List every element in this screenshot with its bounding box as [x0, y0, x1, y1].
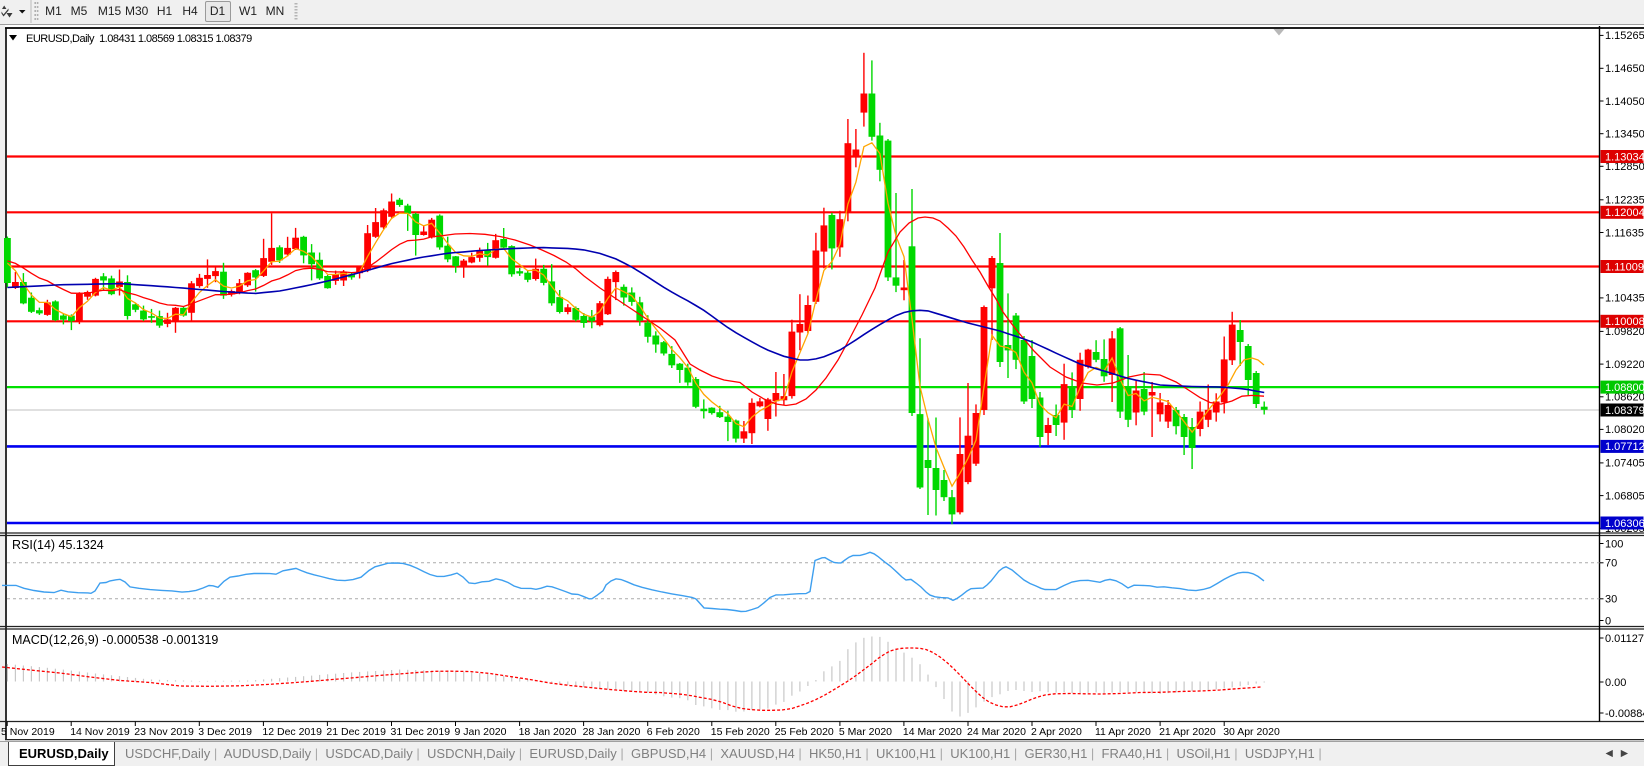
svg-text:2 Apr 2020: 2 Apr 2020	[1031, 726, 1082, 738]
svg-text:31 Dec 2019: 31 Dec 2019	[391, 726, 451, 738]
svg-text:28 Jan 2020: 28 Jan 2020	[583, 726, 641, 738]
svg-text:1.14650: 1.14650	[1605, 63, 1644, 75]
svg-text:1.14050: 1.14050	[1605, 96, 1644, 108]
svg-text:12 Dec 2019: 12 Dec 2019	[262, 726, 322, 738]
svg-text:3 Dec 2019: 3 Dec 2019	[198, 726, 252, 738]
svg-text:1.12004: 1.12004	[1605, 207, 1644, 219]
svg-text:1.13450: 1.13450	[1605, 129, 1644, 141]
svg-text:30: 30	[1605, 594, 1617, 606]
svg-text:1.06306: 1.06306	[1605, 518, 1644, 530]
svg-text:24 Mar 2020: 24 Mar 2020	[967, 726, 1026, 738]
svg-text:11 Apr 2020: 11 Apr 2020	[1095, 726, 1151, 738]
svg-text:9 Jan 2020: 9 Jan 2020	[455, 726, 507, 738]
svg-text:1.13034: 1.13034	[1605, 151, 1644, 163]
svg-text:14 Mar 2020: 14 Mar 2020	[903, 726, 962, 738]
svg-text:-0.008845: -0.008845	[1605, 708, 1644, 720]
svg-text:1.08800: 1.08800	[1605, 382, 1644, 394]
svg-text:1.12850: 1.12850	[1605, 161, 1644, 173]
svg-text:1.11009: 1.11009	[1605, 261, 1644, 273]
svg-text:6 Feb 2020: 6 Feb 2020	[647, 726, 700, 738]
svg-text:1.08379: 1.08379	[1605, 405, 1644, 417]
svg-text:100: 100	[1605, 538, 1623, 550]
svg-text:1.08020: 1.08020	[1605, 424, 1644, 436]
svg-text:0.011277: 0.011277	[1605, 633, 1644, 645]
svg-text:1.08620: 1.08620	[1605, 392, 1644, 404]
svg-text:5 Nov 2019: 5 Nov 2019	[1, 726, 55, 738]
svg-text:1.07405: 1.07405	[1605, 458, 1644, 470]
svg-text:30 Apr 2020: 30 Apr 2020	[1223, 726, 1280, 738]
svg-text:21 Dec 2019: 21 Dec 2019	[326, 726, 386, 738]
svg-text:18 Jan 2020: 18 Jan 2020	[519, 726, 577, 738]
svg-text:1.09220: 1.09220	[1605, 359, 1644, 371]
svg-text:1.06805: 1.06805	[1605, 490, 1644, 502]
svg-text:1.09820: 1.09820	[1605, 326, 1644, 338]
svg-text:25 Feb 2020: 25 Feb 2020	[775, 726, 834, 738]
svg-text:EURUSD,Daily 1.08431 1.08569: EURUSD,Daily 1.08431 1.08569 1.08315 1.0…	[26, 33, 252, 45]
svg-text:1.07712: 1.07712	[1605, 441, 1644, 453]
svg-text:1.15265: 1.15265	[1605, 30, 1644, 42]
svg-text:1.11635: 1.11635	[1605, 227, 1644, 239]
svg-text:1.10435: 1.10435	[1605, 293, 1644, 305]
svg-text:15 Feb 2020: 15 Feb 2020	[711, 726, 770, 738]
svg-text:5 Mar 2020: 5 Mar 2020	[839, 726, 892, 738]
svg-text:23 Nov 2019: 23 Nov 2019	[134, 726, 194, 738]
svg-text:1.10008: 1.10008	[1605, 316, 1644, 328]
svg-text:RSI(14) 45.1324: RSI(14) 45.1324	[12, 538, 104, 552]
svg-text:0: 0	[1605, 615, 1611, 627]
svg-text:14 Nov 2019: 14 Nov 2019	[70, 726, 130, 738]
svg-text:MACD(12,26,9) -0.000538 -0.001: MACD(12,26,9) -0.000538 -0.001319	[12, 633, 218, 647]
svg-text:1.12235: 1.12235	[1605, 195, 1644, 207]
svg-text:0.00: 0.00	[1605, 677, 1626, 689]
svg-text:70: 70	[1605, 558, 1617, 570]
svg-text:21 Apr 2020: 21 Apr 2020	[1159, 726, 1216, 738]
